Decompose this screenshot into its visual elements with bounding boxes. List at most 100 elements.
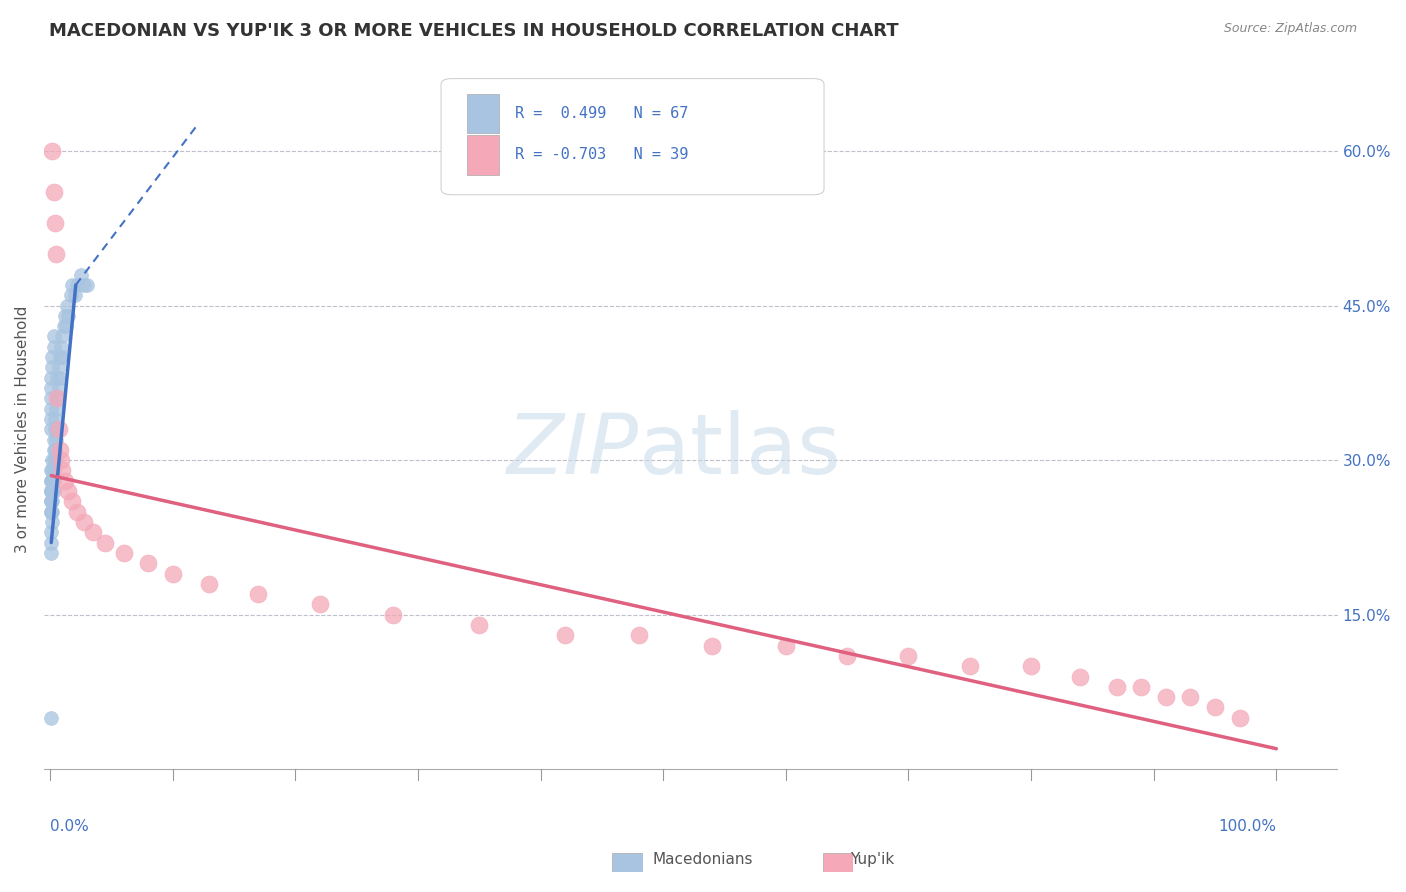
Point: [837, 648, 859, 663]
Point: [39, 474, 62, 488]
Point: [112, 546, 135, 560]
Point: [39, 474, 62, 488]
Point: [94, 535, 117, 549]
Point: [39, 412, 62, 426]
Point: [44, 442, 66, 457]
Point: [39, 494, 62, 508]
Point: [1019, 659, 1042, 673]
Point: [48, 381, 70, 395]
Point: [41, 144, 63, 158]
Point: [41, 350, 63, 364]
Point: [52, 319, 75, 334]
Point: [41, 453, 63, 467]
Point: [39, 546, 62, 560]
Point: [41, 484, 63, 499]
Point: [1130, 680, 1153, 694]
Point: [39, 401, 62, 416]
Point: [42, 463, 65, 477]
Point: [49, 442, 72, 457]
Point: [73, 515, 96, 529]
Point: [41, 474, 63, 488]
Point: [702, 639, 724, 653]
Point: [51, 463, 73, 477]
Point: [39, 381, 62, 395]
Point: [468, 618, 491, 632]
Text: Yup'ik: Yup'ik: [849, 852, 894, 867]
Point: [1069, 669, 1091, 683]
Point: [48, 422, 70, 436]
Bar: [467, 94, 499, 134]
Point: [39, 525, 62, 540]
Point: [59, 288, 82, 302]
Point: [41, 494, 63, 508]
Point: [39, 484, 62, 499]
Point: [76, 277, 98, 292]
Point: [41, 474, 63, 488]
Point: [897, 648, 920, 663]
Point: [63, 288, 86, 302]
Point: [48, 360, 70, 375]
Point: [42, 474, 65, 488]
Text: R = -0.703   N = 39: R = -0.703 N = 39: [515, 147, 688, 161]
Point: [39, 535, 62, 549]
Point: [136, 556, 159, 570]
Point: [56, 299, 79, 313]
Point: [73, 277, 96, 292]
Point: [1105, 680, 1128, 694]
Point: [39, 484, 62, 499]
Point: [45, 433, 67, 447]
Point: [42, 185, 65, 199]
Point: [39, 422, 62, 436]
Point: [382, 607, 405, 622]
Point: [42, 433, 65, 447]
Point: [1204, 700, 1226, 714]
Point: [49, 340, 72, 354]
Point: [44, 216, 66, 230]
Text: R =  0.499   N = 67: R = 0.499 N = 67: [515, 106, 688, 120]
Point: [45, 401, 67, 416]
Point: [49, 453, 72, 467]
Point: [39, 392, 62, 406]
Point: [41, 505, 63, 519]
Point: [45, 422, 67, 436]
Point: [42, 453, 65, 467]
Point: [53, 474, 76, 488]
Point: [49, 350, 72, 364]
Point: [39, 463, 62, 477]
Point: [44, 453, 66, 467]
Point: [162, 566, 184, 581]
Text: Macedonians: Macedonians: [652, 852, 754, 867]
Point: [554, 628, 576, 642]
Point: [1180, 690, 1202, 705]
Point: [44, 422, 66, 436]
Point: [42, 340, 65, 354]
Point: [46, 392, 69, 406]
Point: [66, 277, 89, 292]
Point: [58, 309, 80, 323]
Bar: [467, 135, 499, 175]
Point: [44, 412, 66, 426]
Point: [42, 484, 65, 499]
Point: [46, 392, 69, 406]
Point: [39, 505, 62, 519]
Text: Source: ZipAtlas.com: Source: ZipAtlas.com: [1223, 22, 1357, 36]
Point: [627, 628, 650, 642]
Point: [39, 370, 62, 384]
Point: [39, 484, 62, 499]
Point: [39, 711, 62, 725]
Point: [959, 659, 981, 673]
Point: [51, 350, 73, 364]
Point: [46, 370, 69, 384]
Point: [53, 309, 76, 323]
Point: [198, 576, 221, 591]
Text: 0.0%: 0.0%: [51, 819, 89, 834]
Point: [41, 360, 63, 375]
Text: 100.0%: 100.0%: [1219, 819, 1277, 834]
Point: [42, 329, 65, 343]
Point: [66, 505, 89, 519]
Text: ZIP: ZIP: [508, 410, 638, 491]
Point: [41, 484, 63, 499]
Point: [58, 484, 80, 499]
Point: [69, 268, 91, 282]
Point: [51, 329, 73, 343]
